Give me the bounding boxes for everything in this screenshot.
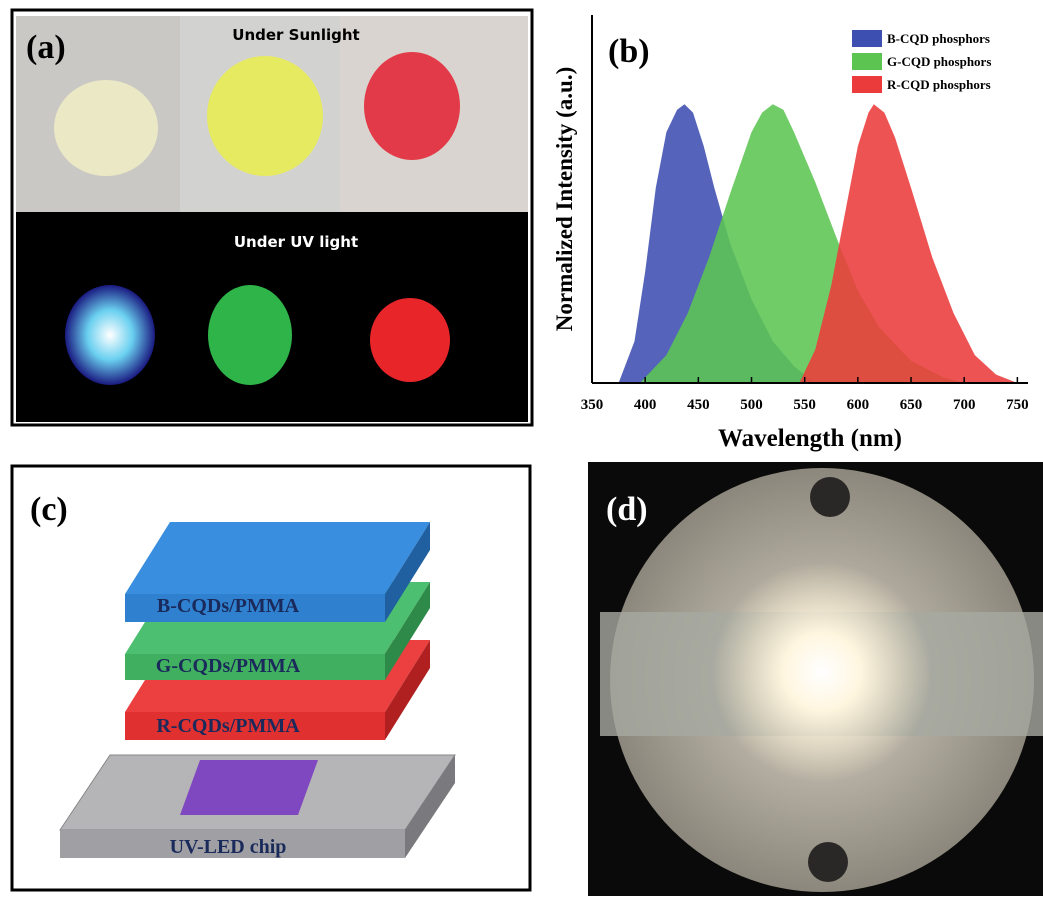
powder [54, 80, 158, 176]
led-die [180, 760, 318, 815]
legend-label: R-CQD phosphors [887, 77, 991, 92]
x-tick-label: 400 [634, 397, 657, 413]
layer-label: B-CQDs/PMMA [157, 595, 300, 617]
panel-d: (d) [588, 462, 1043, 896]
layer-front [125, 594, 385, 622]
powder [65, 285, 155, 385]
screw [808, 842, 848, 882]
layer-side [385, 582, 430, 680]
layer-label: R-CQDs/PMMA [156, 715, 300, 737]
area [639, 104, 965, 383]
layer-top [125, 522, 430, 594]
x-tick-label: 550 [793, 397, 816, 413]
powder [370, 298, 450, 382]
legend-label: B-CQD phosphors [887, 31, 990, 46]
panel-a: (a) Under Sunlight Under UV light [10, 8, 534, 427]
chip-side [405, 755, 455, 858]
layer-front [125, 712, 385, 740]
x-tick-label: 600 [847, 397, 870, 413]
layer-label: UV-LED chip [170, 836, 287, 858]
legend-swatch [852, 76, 882, 93]
x-tick-label: 650 [900, 397, 923, 413]
chip-front [60, 830, 405, 858]
caption: Under Sunlight [232, 26, 359, 44]
x-tick-label: 450 [687, 397, 710, 413]
layer-side [385, 640, 430, 740]
legend-swatch [852, 30, 882, 47]
powder [208, 285, 292, 385]
x-tick-label: 350 [581, 397, 604, 413]
led-light [712, 562, 932, 782]
layer-front [125, 654, 385, 680]
panel-label: (b) [608, 33, 650, 70]
powder [364, 52, 460, 160]
layer-side [385, 522, 430, 622]
y-axis-label: Normalized Intensity (a.u.) [552, 67, 577, 331]
panel-b: (b) 350 400 450 500 550 600 650 700 750 Wavelengt… [552, 15, 1029, 452]
area [799, 104, 1018, 383]
panel-label: (c) [30, 491, 68, 528]
x-tick-label: 500 [740, 397, 763, 413]
screw [810, 477, 850, 517]
x-tick-label: 750 [1006, 397, 1029, 413]
legend-label: G-CQD phosphors [887, 54, 991, 69]
panel-label: (d) [606, 491, 648, 528]
powder [207, 56, 323, 176]
panel-label: (a) [26, 29, 66, 66]
caption: Under UV light [234, 233, 358, 251]
legend-swatch [852, 53, 882, 70]
x-axis-label: Wavelength (nm) [718, 425, 902, 452]
panel-c: (c) B-CQDs/PMMA G-CQDs/PMMA R-CQDs/PMMA … [10, 464, 532, 892]
layer-label: G-CQDs/PMMA [156, 655, 301, 677]
x-tick-label: 700 [953, 397, 976, 413]
